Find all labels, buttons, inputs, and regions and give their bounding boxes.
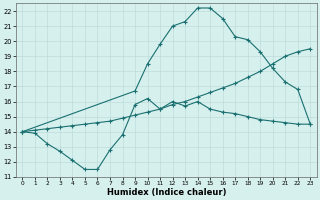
- X-axis label: Humidex (Indice chaleur): Humidex (Indice chaleur): [107, 188, 226, 197]
